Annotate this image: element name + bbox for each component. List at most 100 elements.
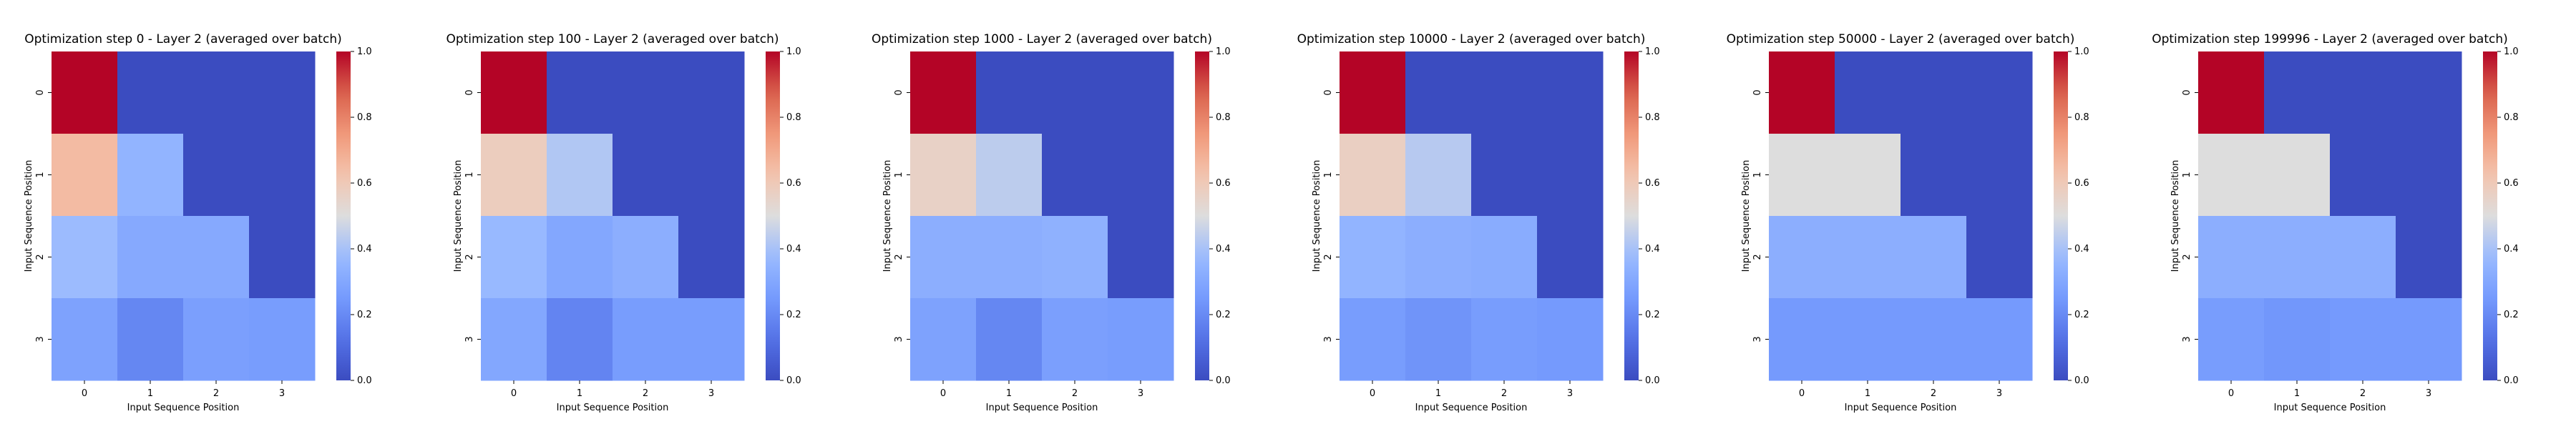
heatmap-cell-r2-c2 xyxy=(613,216,679,299)
x-tick-label: 3 xyxy=(1996,388,2002,399)
heatmap-cell-r3-c0 xyxy=(1769,298,1835,381)
x-tick-label: 2 xyxy=(2360,388,2366,399)
y-tick-label: 3 xyxy=(35,336,46,342)
x-tick-label: 2 xyxy=(1072,388,1078,399)
y-axis-label: Input Sequence Position xyxy=(2170,160,2181,272)
heatmap-cell-r1-c0 xyxy=(2198,134,2265,217)
colorbar-tick-label: 0.6 xyxy=(2074,178,2089,189)
heatmap-cell-r3-c2 xyxy=(1901,298,1967,381)
heatmap-cell-r2-c2 xyxy=(183,216,250,299)
colorbar-tick-label: 0.0 xyxy=(2504,375,2519,386)
x-tick-label: 0 xyxy=(1799,388,1805,399)
colorbar-tick-label: 0.4 xyxy=(1216,244,1231,255)
heatmap-cell-r0-c0 xyxy=(910,51,977,134)
y-tick-label: 1 xyxy=(2182,172,2192,177)
y-tick-label: 3 xyxy=(2182,336,2192,342)
heatmap-panel-4: Optimization step 50000 - Layer 2 (avera… xyxy=(1727,32,2089,413)
heatmap-cell-r2-c2 xyxy=(1471,216,1538,299)
y-tick-label: 1 xyxy=(1323,172,1334,177)
y-tick-label: 3 xyxy=(464,336,475,342)
heatmap-cell-r1-c1 xyxy=(2264,134,2331,217)
y-tick-label: 1 xyxy=(1752,172,1763,177)
heatmap-cell-r1-c1 xyxy=(117,134,184,217)
y-tick-label: 2 xyxy=(1323,254,1334,260)
heatmap-cell-r0-c2 xyxy=(1042,51,1108,134)
heatmap-cell-r0-c1 xyxy=(976,51,1043,134)
heatmap-cell-r0-c1 xyxy=(2264,51,2331,134)
chart-title: Optimization step 199996 - Layer 2 (aver… xyxy=(2152,32,2508,46)
y-tick-label: 0 xyxy=(464,89,475,95)
heatmap-cell-r0-c1 xyxy=(1835,51,1901,134)
heatmap-cell-r0-c3 xyxy=(1966,51,2033,134)
x-axis-label: Input Sequence Position xyxy=(986,403,1098,413)
heatmap-cell-r1-c3 xyxy=(678,134,745,217)
heatmap-cell-r1-c3 xyxy=(1966,134,2033,217)
colorbar-tick-label: 0.8 xyxy=(1216,112,1231,123)
chart-title: Optimization step 0 - Layer 2 (averaged … xyxy=(24,32,341,46)
colorbar xyxy=(766,51,780,380)
y-tick-label: 2 xyxy=(894,254,904,260)
colorbar-tick-label: 0.4 xyxy=(786,244,801,255)
colorbar-tick-label: 0.6 xyxy=(1216,178,1231,189)
x-tick-label: 3 xyxy=(708,388,714,399)
x-axis-label: Input Sequence Position xyxy=(557,403,669,413)
heatmap-cell-r3-c3 xyxy=(2396,298,2462,381)
y-tick-label: 3 xyxy=(894,336,904,342)
colorbar-tick-label: 0.4 xyxy=(2074,244,2089,255)
colorbar-tick-label: 0.8 xyxy=(357,112,372,123)
heatmap-cell-r3-c0 xyxy=(2198,298,2265,381)
chart-title: Optimization step 100 - Layer 2 (average… xyxy=(446,32,779,46)
heatmap-cell-r1-c2 xyxy=(2330,134,2396,217)
heatmap-cell-r1-c0 xyxy=(1769,134,1835,217)
heatmap-cell-r1-c1 xyxy=(1835,134,1901,217)
colorbar-tick-label: 0.6 xyxy=(357,178,372,189)
heatmap-cell-r0-c3 xyxy=(2396,51,2462,134)
colorbar-tick-label: 1.0 xyxy=(786,46,801,57)
colorbar-tick-label: 0.0 xyxy=(1645,375,1660,386)
x-axis-label: Input Sequence Position xyxy=(1415,403,1528,413)
x-tick-label: 2 xyxy=(1931,388,1936,399)
y-tick-label: 2 xyxy=(1752,254,1763,260)
heatmap-cell-r0-c1 xyxy=(547,51,613,134)
heatmap-cell-r1-c1 xyxy=(1405,134,1472,217)
heatmap-cell-r1-c2 xyxy=(1042,134,1108,217)
heatmap-cell-r0-c3 xyxy=(678,51,745,134)
colorbar-tick-label: 0.2 xyxy=(786,310,801,320)
heatmap-cell-r1-c1 xyxy=(547,134,613,217)
heatmap-cell-r1-c0 xyxy=(481,134,547,217)
y-tick-label: 2 xyxy=(2182,254,2192,260)
heatmap-cell-r1-c2 xyxy=(613,134,679,217)
x-tick-label: 3 xyxy=(1567,388,1573,399)
colorbar-tick-label: 0.2 xyxy=(2504,310,2519,320)
x-tick-label: 1 xyxy=(2294,388,2300,399)
heatmap-cell-r2-c3 xyxy=(1537,216,1604,299)
x-tick-label: 2 xyxy=(1501,388,1507,399)
colorbar-tick-label: 1.0 xyxy=(1645,46,1660,57)
heatmap-cell-r2-c0 xyxy=(1769,216,1835,299)
colorbar-tick-label: 0.4 xyxy=(2504,244,2519,255)
heatmap-cell-r3-c2 xyxy=(1042,298,1108,381)
heatmap-cell-r3-c3 xyxy=(678,298,745,381)
y-tick-label: 0 xyxy=(2182,89,2192,95)
y-axis-label: Input Sequence Position xyxy=(882,160,893,272)
x-axis-label: Input Sequence Position xyxy=(2274,403,2386,413)
colorbar-tick-label: 0.8 xyxy=(1645,112,1660,123)
x-tick-label: 0 xyxy=(2228,388,2234,399)
y-tick-label: 3 xyxy=(1323,336,1334,342)
heatmap-panel-5: Optimization step 199996 - Layer 2 (aver… xyxy=(2152,32,2518,413)
colorbar-tick-label: 0.8 xyxy=(2504,112,2519,123)
y-axis-label: Input Sequence Position xyxy=(1312,160,1322,272)
colorbar xyxy=(2483,51,2497,380)
heatmap-cell-r0-c3 xyxy=(249,51,316,134)
x-tick-label: 2 xyxy=(213,388,219,399)
heatmap-cell-r2-c3 xyxy=(249,216,316,299)
y-tick-label: 1 xyxy=(894,172,904,177)
x-tick-label: 0 xyxy=(940,388,946,399)
heatmap-cell-r2-c0 xyxy=(910,216,977,299)
y-axis-label: Input Sequence Position xyxy=(453,160,464,272)
heatmap-cell-r0-c0 xyxy=(481,51,547,134)
heatmap-cell-r2-c1 xyxy=(117,216,184,299)
colorbar-tick-label: 0.0 xyxy=(357,375,372,386)
colorbar-tick-label: 0.0 xyxy=(2074,375,2089,386)
heatmap-cell-r3-c2 xyxy=(2330,298,2396,381)
